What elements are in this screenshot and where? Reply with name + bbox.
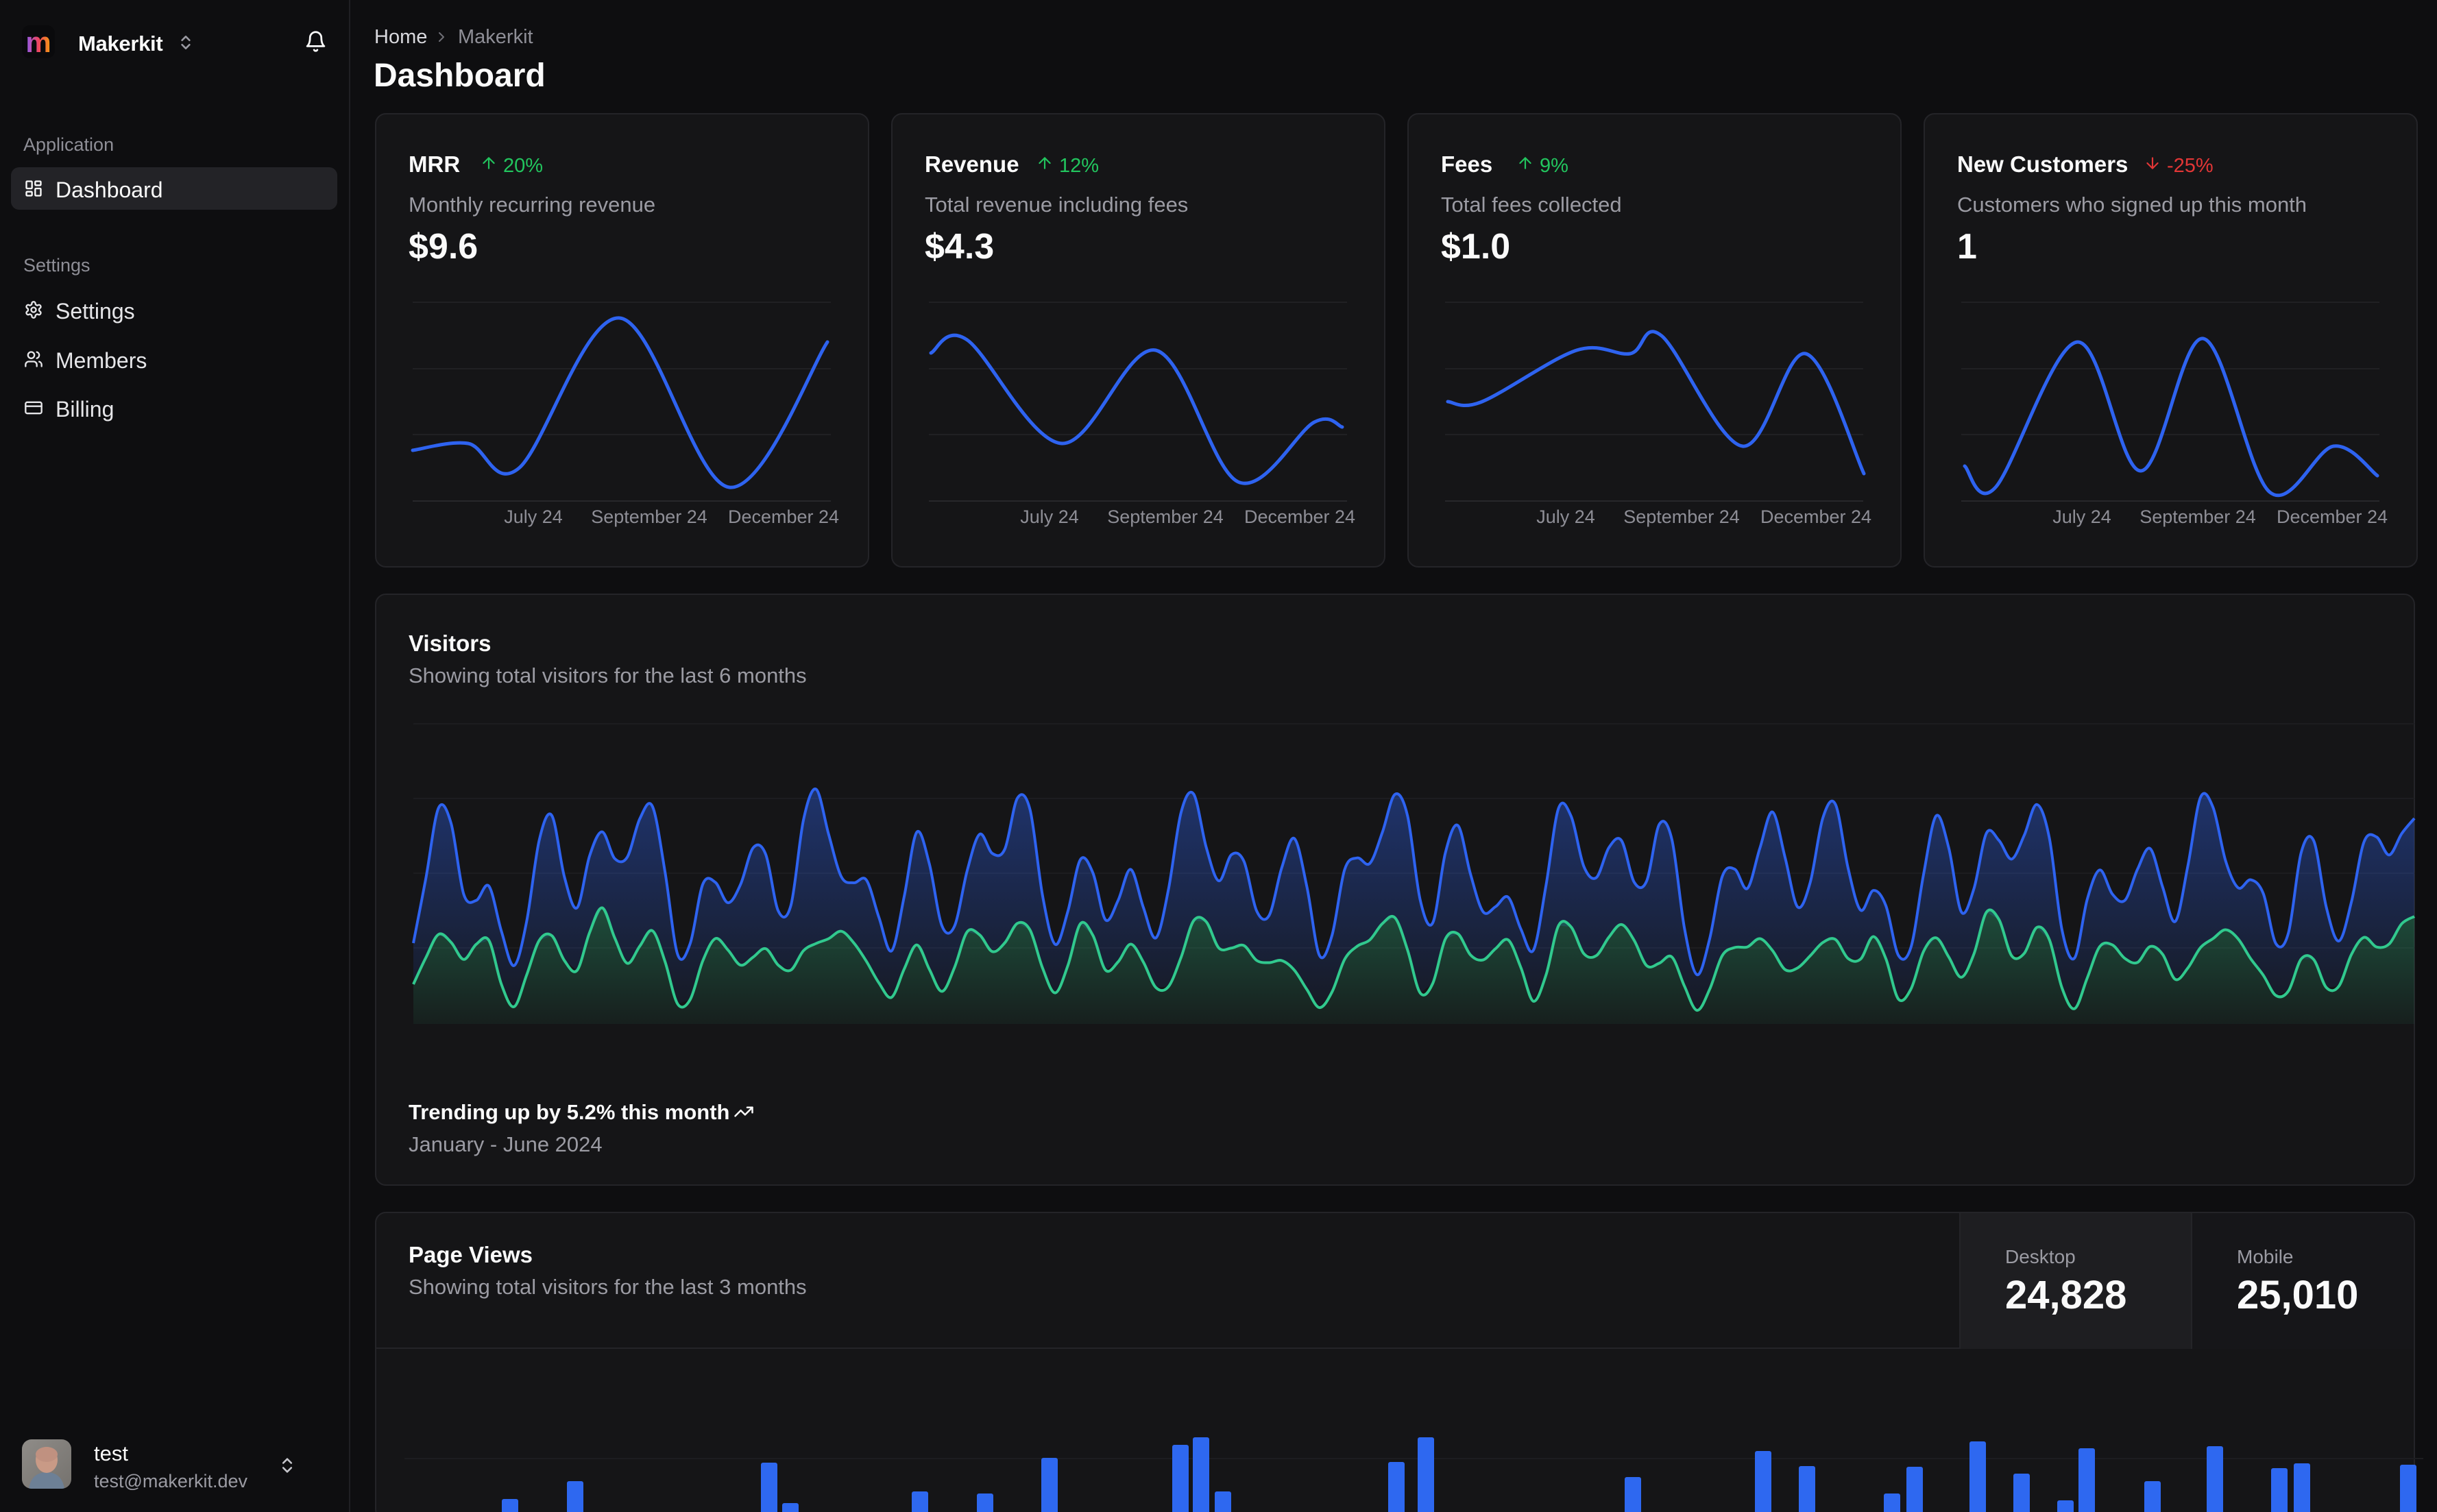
svg-text:m: m	[25, 26, 51, 58]
